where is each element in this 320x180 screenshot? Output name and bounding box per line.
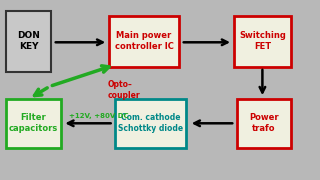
Text: Main power
controller IC: Main power controller IC [115, 31, 173, 51]
FancyBboxPatch shape [237, 99, 291, 148]
FancyBboxPatch shape [109, 16, 179, 67]
FancyBboxPatch shape [6, 11, 51, 72]
Text: +12V, +80V DC: +12V, +80V DC [69, 113, 128, 119]
Text: Opto–
coupler: Opto– coupler [107, 80, 140, 100]
Text: Switching
FET: Switching FET [239, 31, 286, 51]
Text: Filter
capacitors: Filter capacitors [9, 113, 58, 133]
Text: Power
trafo: Power trafo [249, 113, 279, 133]
Text: DON
KEY: DON KEY [17, 31, 40, 51]
FancyBboxPatch shape [115, 99, 186, 148]
FancyBboxPatch shape [234, 16, 291, 67]
Text: Com. cathode
Schottky diode: Com. cathode Schottky diode [118, 113, 183, 133]
FancyBboxPatch shape [6, 99, 61, 148]
